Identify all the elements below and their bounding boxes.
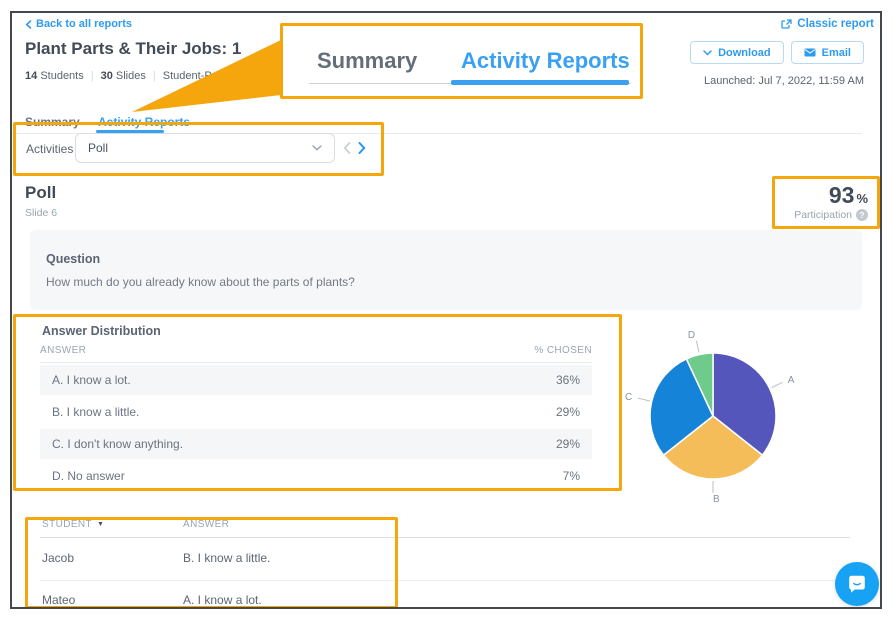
percent-sign: %	[856, 191, 868, 206]
pie-label-C: C	[625, 392, 632, 403]
answer-text: A. I know a lot.	[52, 373, 131, 387]
callout-active-tab-underline	[451, 80, 629, 85]
column-header-student-answer: ANSWER	[183, 519, 229, 530]
chevron-left-icon	[25, 19, 32, 29]
answer-distribution-header-row: ANSWER % CHOSEN	[40, 345, 592, 363]
question-text: How much do you already know about the p…	[46, 275, 355, 289]
callout-tabbar-divider	[309, 83, 631, 84]
pie-chart: A B C D	[625, 330, 795, 505]
chevron-right-icon	[358, 142, 366, 154]
participation-label: Participation	[794, 209, 852, 221]
students-count: 14	[25, 70, 38, 82]
chevron-down-icon	[703, 49, 712, 56]
student-column-sort-header[interactable]: STUDENT ▼	[42, 519, 104, 530]
pie-leader-line	[637, 397, 650, 402]
column-header-answer: ANSWER	[40, 345, 87, 356]
table-divider	[40, 537, 850, 538]
pie-slice-A	[712, 352, 777, 457]
student-answer: A. I know a lot.	[183, 593, 262, 607]
back-link-label: Back to all reports	[36, 18, 132, 30]
email-button[interactable]: Email	[790, 41, 864, 64]
activity-title: Poll	[25, 183, 57, 202]
pie-label-A: A	[788, 375, 795, 386]
download-label: Download	[718, 46, 771, 59]
callout-tab-activity-reports: Activity Reports	[461, 48, 630, 73]
student-name: Mateo	[42, 593, 76, 607]
back-to-reports-link[interactable]: Back to all reports	[25, 18, 132, 30]
participation-label-row: Participation ?	[794, 209, 868, 221]
student-name: Jacob	[42, 551, 75, 565]
callout-tab-summary: Summary	[317, 48, 418, 73]
answer-percent: 7%	[562, 469, 580, 483]
pie-leader-line	[695, 340, 700, 353]
next-activity-button[interactable]	[354, 134, 370, 162]
previous-activity-button[interactable]	[339, 134, 355, 162]
email-icon	[804, 48, 816, 57]
student-answer: B. I know a little.	[183, 551, 271, 565]
tabbar-divider	[12, 133, 862, 134]
student-answer-header-label: ANSWER	[183, 519, 230, 530]
students-label: Students	[40, 70, 84, 82]
activities-dropdown[interactable]: Poll	[75, 133, 335, 163]
pie-label-D: D	[688, 330, 695, 341]
question-heading: Question	[46, 252, 101, 266]
column-header-student: STUDENT	[42, 519, 93, 530]
answer-row: B. I know a little. 29%	[40, 397, 592, 427]
report-window: Back to all reports Classic report Plant…	[10, 11, 882, 609]
launched-timestamp: Launched: Jul 7, 2022, 11:59 AM	[703, 75, 864, 87]
header-actions: Download Email	[690, 41, 864, 64]
answer-row: A. I know a lot. 36%	[40, 365, 592, 395]
lesson-meta: 14 Students | 30 Slides | Student-Paced …	[25, 70, 252, 82]
email-label: Email	[821, 46, 851, 59]
column-header-chosen: % CHOSEN	[534, 345, 592, 356]
sort-descending-icon: ▼	[97, 521, 105, 528]
callout-tabs-box: Summary Activity Reports	[280, 23, 643, 99]
download-button[interactable]: Download	[690, 41, 784, 64]
answer-row: C. I don't know anything. 29%	[40, 429, 592, 459]
help-icon[interactable]: ?	[856, 209, 868, 221]
page-title: Plant Parts & Their Jobs: 1	[25, 39, 242, 58]
slides-count: 30	[100, 70, 113, 82]
answer-text: D. No answer	[52, 469, 125, 483]
answer-percent: 29%	[555, 437, 580, 451]
activities-label: Activities	[26, 142, 74, 156]
answer-percent: 29%	[555, 405, 580, 419]
pace-text: Student-Paced - A	[162, 70, 253, 82]
chevron-down-icon	[312, 145, 322, 151]
tab-activity-reports[interactable]: Activity Reports	[98, 115, 191, 129]
tab-summary[interactable]: Summary	[25, 115, 80, 129]
answer-text: B. I know a little.	[52, 405, 140, 419]
active-tab-underline	[96, 130, 164, 133]
answer-row: D. No answer 7%	[40, 461, 592, 491]
slides-label: Slides	[115, 70, 146, 82]
meta-separator: |	[90, 70, 94, 82]
chat-support-button[interactable]	[835, 562, 879, 606]
slide-label: Slide 6	[25, 207, 58, 219]
pie-slice-D	[685, 352, 714, 417]
pie-label-B: B	[713, 494, 720, 505]
table-divider	[40, 580, 850, 581]
external-link-icon	[781, 18, 792, 29]
answer-percent: 36%	[555, 373, 580, 387]
question-card: Question How much do you already know ab…	[30, 230, 862, 310]
pie-slice-B	[662, 415, 764, 480]
answer-distribution-heading: Answer Distribution	[42, 324, 161, 338]
classic-report-link[interactable]: Classic report	[781, 18, 874, 30]
activities-selected-value: Poll	[88, 141, 109, 155]
participation-value-block: 93%	[829, 182, 868, 209]
classic-report-label: Classic report	[797, 18, 874, 30]
chevron-left-icon	[343, 142, 351, 154]
participation-value: 93	[828, 182, 855, 208]
pie-leader-line	[771, 381, 783, 389]
meta-separator: |	[152, 70, 156, 82]
answer-text: C. I don't know anything.	[52, 437, 184, 451]
chat-bubble-icon	[849, 575, 865, 593]
